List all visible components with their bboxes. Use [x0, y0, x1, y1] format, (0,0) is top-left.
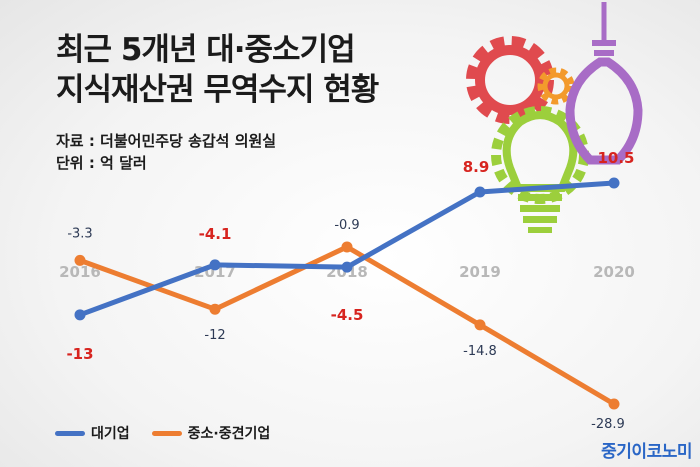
- legend-swatch-sme: [151, 430, 182, 436]
- chart-title-line-1: 최근 5개년 대·중소기업: [56, 32, 356, 68]
- series-sme: [74, 241, 620, 410]
- legend: 대기업 중소·중견기업: [55, 423, 292, 443]
- data-label-sme-2017: -12: [204, 328, 225, 343]
- data-label-sme-2018: -0.9: [334, 218, 359, 233]
- chart-title: 최근 5개년 대·중소기업 지식재산권 무역수지 현황: [56, 30, 379, 110]
- data-point-sme-2020: [608, 398, 620, 410]
- data-label-sme-2016: -3.3: [67, 226, 92, 241]
- series-large: [74, 177, 620, 321]
- brand-logo: 중기이코노미: [601, 442, 692, 462]
- x-tick-label-2020: 2020: [593, 263, 635, 281]
- x-tick-label-2016: 2016: [59, 263, 101, 281]
- data-point-large-2018: [341, 261, 353, 273]
- legend-swatch-large: [55, 430, 85, 436]
- data-point-large-2020: [608, 177, 620, 189]
- data-labels: -13 -4.1 -4.5 8.9 10.5 -3.3 -12 -0.9 -14.8 -28.9: [66, 149, 634, 432]
- data-label-sme-2019: -14.8: [463, 344, 497, 359]
- x-tick-label-2019: 2019: [459, 263, 501, 281]
- gears-and-bulbs-illustration: [466, 2, 643, 233]
- red-gear-icon: [466, 36, 554, 124]
- legend-label-large: 대기업: [91, 426, 130, 442]
- data-point-sme-2017: [209, 303, 221, 315]
- data-label-large-2020: 10.5: [597, 149, 634, 167]
- unit-note: 단위 : 억 달러: [56, 154, 147, 172]
- data-point-large-2017: [209, 259, 221, 271]
- legend-label-sme: 중소·중견기업: [187, 426, 271, 442]
- data-label-large-2018: -4.5: [331, 306, 364, 324]
- chart-meta: 자료 : 더불어민주당 송갑석 의원실 단위 : 억 달러: [56, 130, 276, 174]
- data-point-sme-2018: [341, 241, 353, 253]
- data-label-large-2017: -4.1: [199, 225, 232, 243]
- legend-item-sme: 중소·중견기업: [151, 423, 271, 443]
- data-point-large-2019: [474, 186, 486, 198]
- chart-title-line-2: 지식재산권 무역수지 현황: [56, 72, 379, 108]
- data-label-large-2019: 8.9: [463, 158, 490, 176]
- legend-item-large: 대기업: [55, 423, 130, 443]
- data-label-large-2016: -13: [66, 345, 93, 363]
- orange-gear-icon: [537, 67, 575, 105]
- data-point-sme-2019: [474, 319, 486, 331]
- data-point-sme-2016: [74, 254, 86, 266]
- purple-bulb-icon: [565, 2, 643, 165]
- data-point-large-2016: [74, 309, 86, 321]
- source-note: 자료 : 더불어민주당 송갑석 의원실: [56, 132, 277, 150]
- data-label-sme-2020: -28.9: [591, 417, 625, 432]
